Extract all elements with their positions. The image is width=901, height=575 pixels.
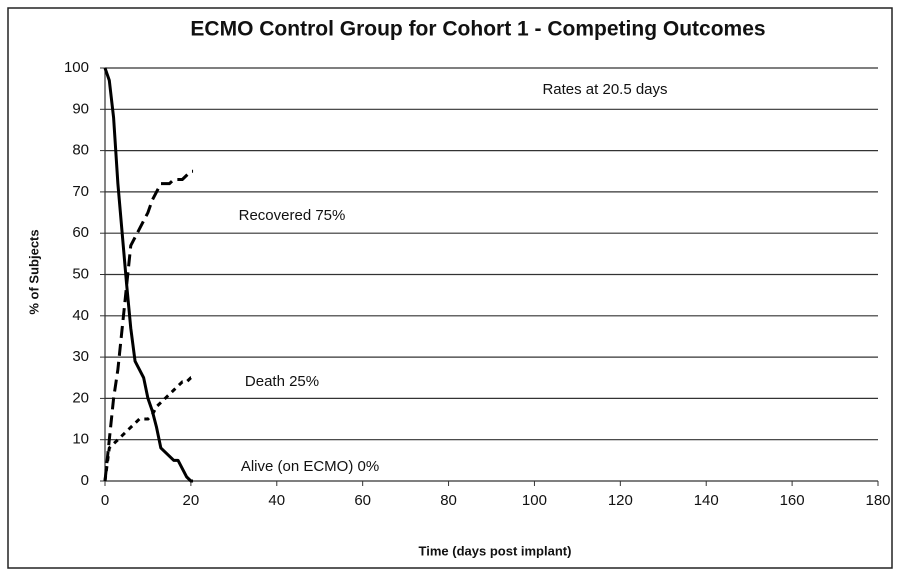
chart-frame — [7, 7, 893, 569]
x-axis-label: Time (days post implant) — [419, 543, 572, 558]
annotation: Death 25% — [245, 373, 319, 390]
y-tick-label: 10 — [72, 431, 89, 448]
x-tick-label: 140 — [694, 492, 719, 509]
series-line — [103, 67, 194, 483]
x-tick-label: 100 — [522, 492, 547, 509]
annotation: Rates at 20.5 days — [542, 81, 667, 98]
y-tick-label: 40 — [72, 307, 89, 324]
y-tick-label: 60 — [72, 224, 89, 241]
x-tick-label: 160 — [780, 492, 805, 509]
annotation: Recovered 75% — [239, 207, 346, 224]
x-tick-label: 0 — [101, 492, 109, 509]
x-tick-label: 120 — [608, 492, 633, 509]
annotation: Alive (on ECMO) 0% — [241, 458, 379, 475]
x-tick-label: 40 — [268, 492, 285, 509]
x-tick-label: 80 — [440, 492, 457, 509]
x-tick-label: 20 — [183, 492, 200, 509]
y-tick-label: 80 — [72, 142, 89, 159]
series-line — [103, 169, 194, 482]
y-tick-label: 0 — [81, 472, 89, 489]
x-tick-label: 60 — [354, 492, 371, 509]
y-tick-label: 70 — [72, 183, 89, 200]
x-tick-label: 180 — [865, 492, 890, 509]
y-tick-label: 30 — [72, 348, 89, 365]
chart-title: ECMO Control Group for Cohort 1 - Compet… — [190, 18, 765, 41]
series-line — [103, 376, 194, 482]
y-axis-label: % of Subjects — [26, 229, 41, 314]
y-tick-label: 90 — [72, 100, 89, 117]
y-tick-label: 20 — [72, 389, 89, 406]
y-tick-label: 100 — [64, 59, 89, 76]
y-tick-label: 50 — [72, 265, 89, 282]
